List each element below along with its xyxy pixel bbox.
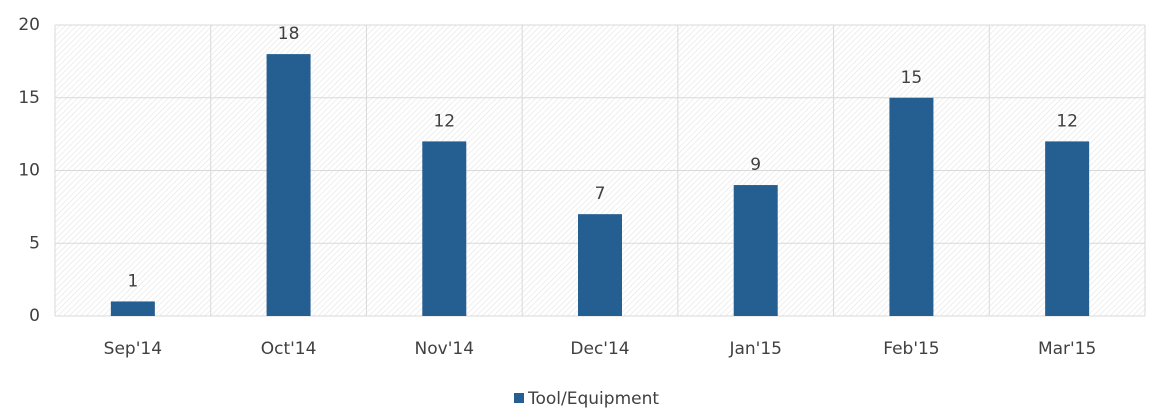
bar (422, 141, 467, 316)
data-label: 12 (1056, 111, 1078, 131)
data-label: 15 (901, 68, 923, 88)
bar (266, 54, 311, 316)
data-label: 12 (433, 111, 455, 131)
x-tick-label: Feb'15 (883, 339, 939, 359)
bar (733, 185, 778, 316)
legend-swatch (514, 393, 524, 403)
y-tick-label: 15 (18, 88, 40, 108)
y-tick-label: 20 (18, 15, 40, 35)
data-label: 9 (750, 155, 761, 175)
y-tick-label: 10 (18, 161, 40, 181)
x-tick-label: Oct'14 (261, 339, 317, 359)
data-label: 1 (127, 271, 138, 291)
bar (110, 301, 155, 316)
bar (578, 214, 622, 316)
x-tick-label: Jan'15 (728, 339, 782, 359)
x-tick-label: Nov'14 (415, 339, 474, 359)
bar (889, 97, 934, 316)
x-tick-label: Sep'14 (104, 339, 162, 359)
legend-label: Tool/Equipment (527, 389, 659, 409)
data-label: 7 (595, 184, 606, 204)
x-tick-label: Mar'15 (1038, 339, 1096, 359)
data-label: 18 (278, 24, 300, 44)
x-tick-label: Dec'14 (570, 339, 629, 359)
y-tick-label: 0 (29, 306, 40, 326)
bar (1045, 141, 1090, 316)
y-tick-label: 5 (29, 233, 40, 253)
